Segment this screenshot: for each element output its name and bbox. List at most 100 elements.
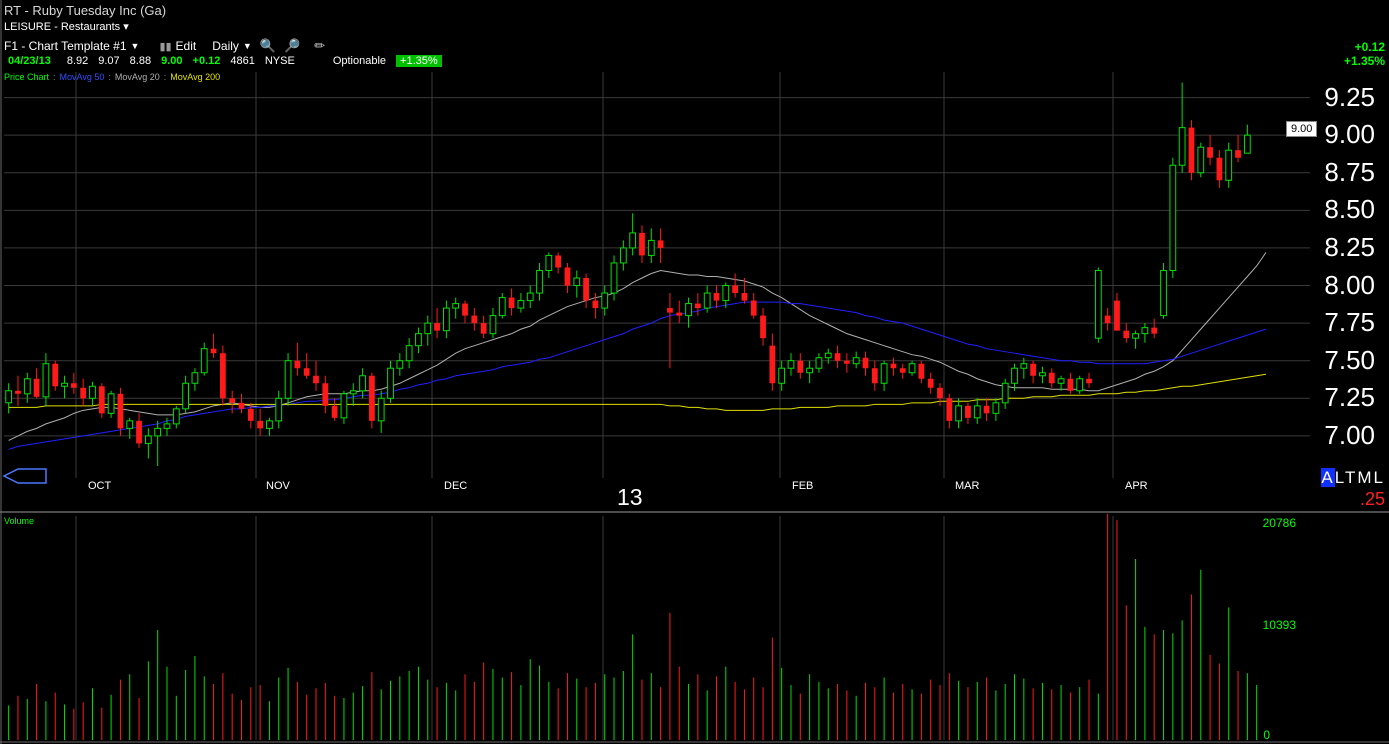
- candle-body-up: [647, 239, 655, 256]
- candle: [741, 278, 748, 304]
- candle-body-up: [619, 247, 627, 264]
- altml-t[interactable]: T: [1344, 468, 1358, 487]
- candle-body-down: [946, 398, 953, 421]
- candle-body-up: [1132, 333, 1139, 339]
- candle: [80, 378, 87, 406]
- quote-change: +0.12: [192, 55, 221, 67]
- candle: [1169, 157, 1177, 279]
- candle: [1001, 378, 1009, 409]
- candle: [703, 285, 711, 313]
- quote-high: 9.07: [98, 55, 120, 67]
- ma50-line: [8, 301, 1267, 450]
- candle-body-up: [1197, 146, 1205, 174]
- candle: [517, 293, 525, 313]
- candle-body-down: [238, 402, 245, 409]
- candle-body-up: [452, 303, 460, 309]
- candle-body-up: [489, 315, 497, 335]
- draw-tool-icon[interactable]: ✏: [314, 38, 326, 53]
- candle-body-down: [592, 300, 599, 309]
- legend-price-chart: Price Chart: [4, 72, 50, 82]
- candle: [862, 351, 869, 376]
- candle: [1178, 82, 1186, 173]
- quote-bar: 04/23/13 8.92 9.07 8.88 9.00 +0.12 4861 …: [8, 55, 442, 67]
- candle-body-up: [405, 345, 413, 362]
- scroll-left-icon[interactable]: [2, 466, 52, 486]
- candle-body-up: [573, 277, 581, 287]
- altml-selector[interactable]: ALTML: [1321, 468, 1385, 488]
- candle-body-up: [284, 360, 292, 399]
- candle: [824, 348, 832, 364]
- candle-body-down: [1067, 378, 1074, 391]
- zoom-out-icon[interactable]: 🔎: [284, 38, 301, 53]
- candle: [992, 398, 1000, 421]
- candle: [144, 428, 152, 459]
- candle-body-up: [806, 367, 813, 374]
- month-label: APR: [1125, 480, 1148, 492]
- candle: [955, 398, 963, 429]
- interval-label: Daily: [212, 39, 239, 53]
- candle: [200, 342, 208, 376]
- candle-body-down: [713, 293, 720, 301]
- month-label: NOV: [266, 480, 290, 492]
- month-label: FEB: [792, 480, 814, 492]
- candle-body-down: [918, 363, 925, 379]
- candle-body-up: [992, 402, 1000, 414]
- candle: [555, 252, 562, 274]
- volume-title: Volume: [4, 516, 35, 526]
- legend-separator: :: [163, 72, 167, 82]
- candle: [89, 381, 96, 406]
- candle: [1123, 323, 1130, 343]
- edit-button[interactable]: ▮▮ Edit: [159, 39, 196, 53]
- altml-l[interactable]: L: [1334, 468, 1345, 487]
- candle: [760, 308, 766, 346]
- volume-tick-label: 0: [1263, 728, 1270, 742]
- candle-body-up: [200, 348, 208, 374]
- candle-body-up: [163, 423, 171, 429]
- candle-body-down: [667, 308, 673, 313]
- candle-body-up: [824, 352, 832, 359]
- interval-dropdown[interactable]: Daily ▼: [212, 39, 252, 53]
- pct-change-badge: +1.35%: [396, 55, 442, 67]
- altml-a[interactable]: A: [1321, 468, 1335, 487]
- candle-body-down: [657, 240, 664, 248]
- candle-body-down: [1048, 372, 1055, 384]
- candle-body-down: [797, 360, 804, 373]
- candle: [480, 315, 487, 339]
- candle-body-down: [583, 278, 589, 301]
- candle-body-up: [144, 435, 152, 444]
- volume-bars: [8, 513, 1258, 740]
- candle-body-up: [526, 292, 534, 302]
- candle: [601, 285, 609, 316]
- candle-body-down: [52, 363, 59, 387]
- industry-dropdown[interactable]: LEISURE - Restaurants ▾: [4, 20, 129, 33]
- zoom-in-icon[interactable]: 🔍: [259, 38, 277, 53]
- candle: [33, 368, 40, 399]
- candle: [489, 308, 497, 339]
- candle: [610, 255, 618, 301]
- candle-body-up: [349, 390, 357, 395]
- candle-body-down: [694, 303, 701, 309]
- quote-open: 8.92: [66, 55, 89, 67]
- candle: [619, 240, 627, 271]
- chevron-down-icon: ▾: [123, 21, 129, 33]
- candle-body-up: [1039, 372, 1046, 377]
- candle-body-down: [639, 232, 645, 256]
- altml-l2[interactable]: L: [1373, 468, 1385, 487]
- month-label: MAR: [955, 480, 980, 492]
- candle: [769, 333, 776, 391]
- current-price-tag: 9.00: [1286, 121, 1318, 137]
- altml-m[interactable]: M: [1357, 468, 1374, 487]
- chevron-down-icon: ▼: [130, 41, 140, 51]
- candle-body-up: [154, 427, 162, 437]
- candle: [294, 342, 301, 376]
- candle: [172, 405, 180, 429]
- candle: [1216, 150, 1223, 188]
- legend-separator: :: [53, 72, 56, 82]
- candle-body-up: [1057, 378, 1065, 384]
- candle-body-down: [1216, 157, 1223, 181]
- candle-body-up: [275, 397, 283, 422]
- template-dropdown[interactable]: F1 - Chart Template #1 ▼: [4, 39, 139, 53]
- candle: [163, 417, 171, 436]
- candle: [1207, 135, 1213, 166]
